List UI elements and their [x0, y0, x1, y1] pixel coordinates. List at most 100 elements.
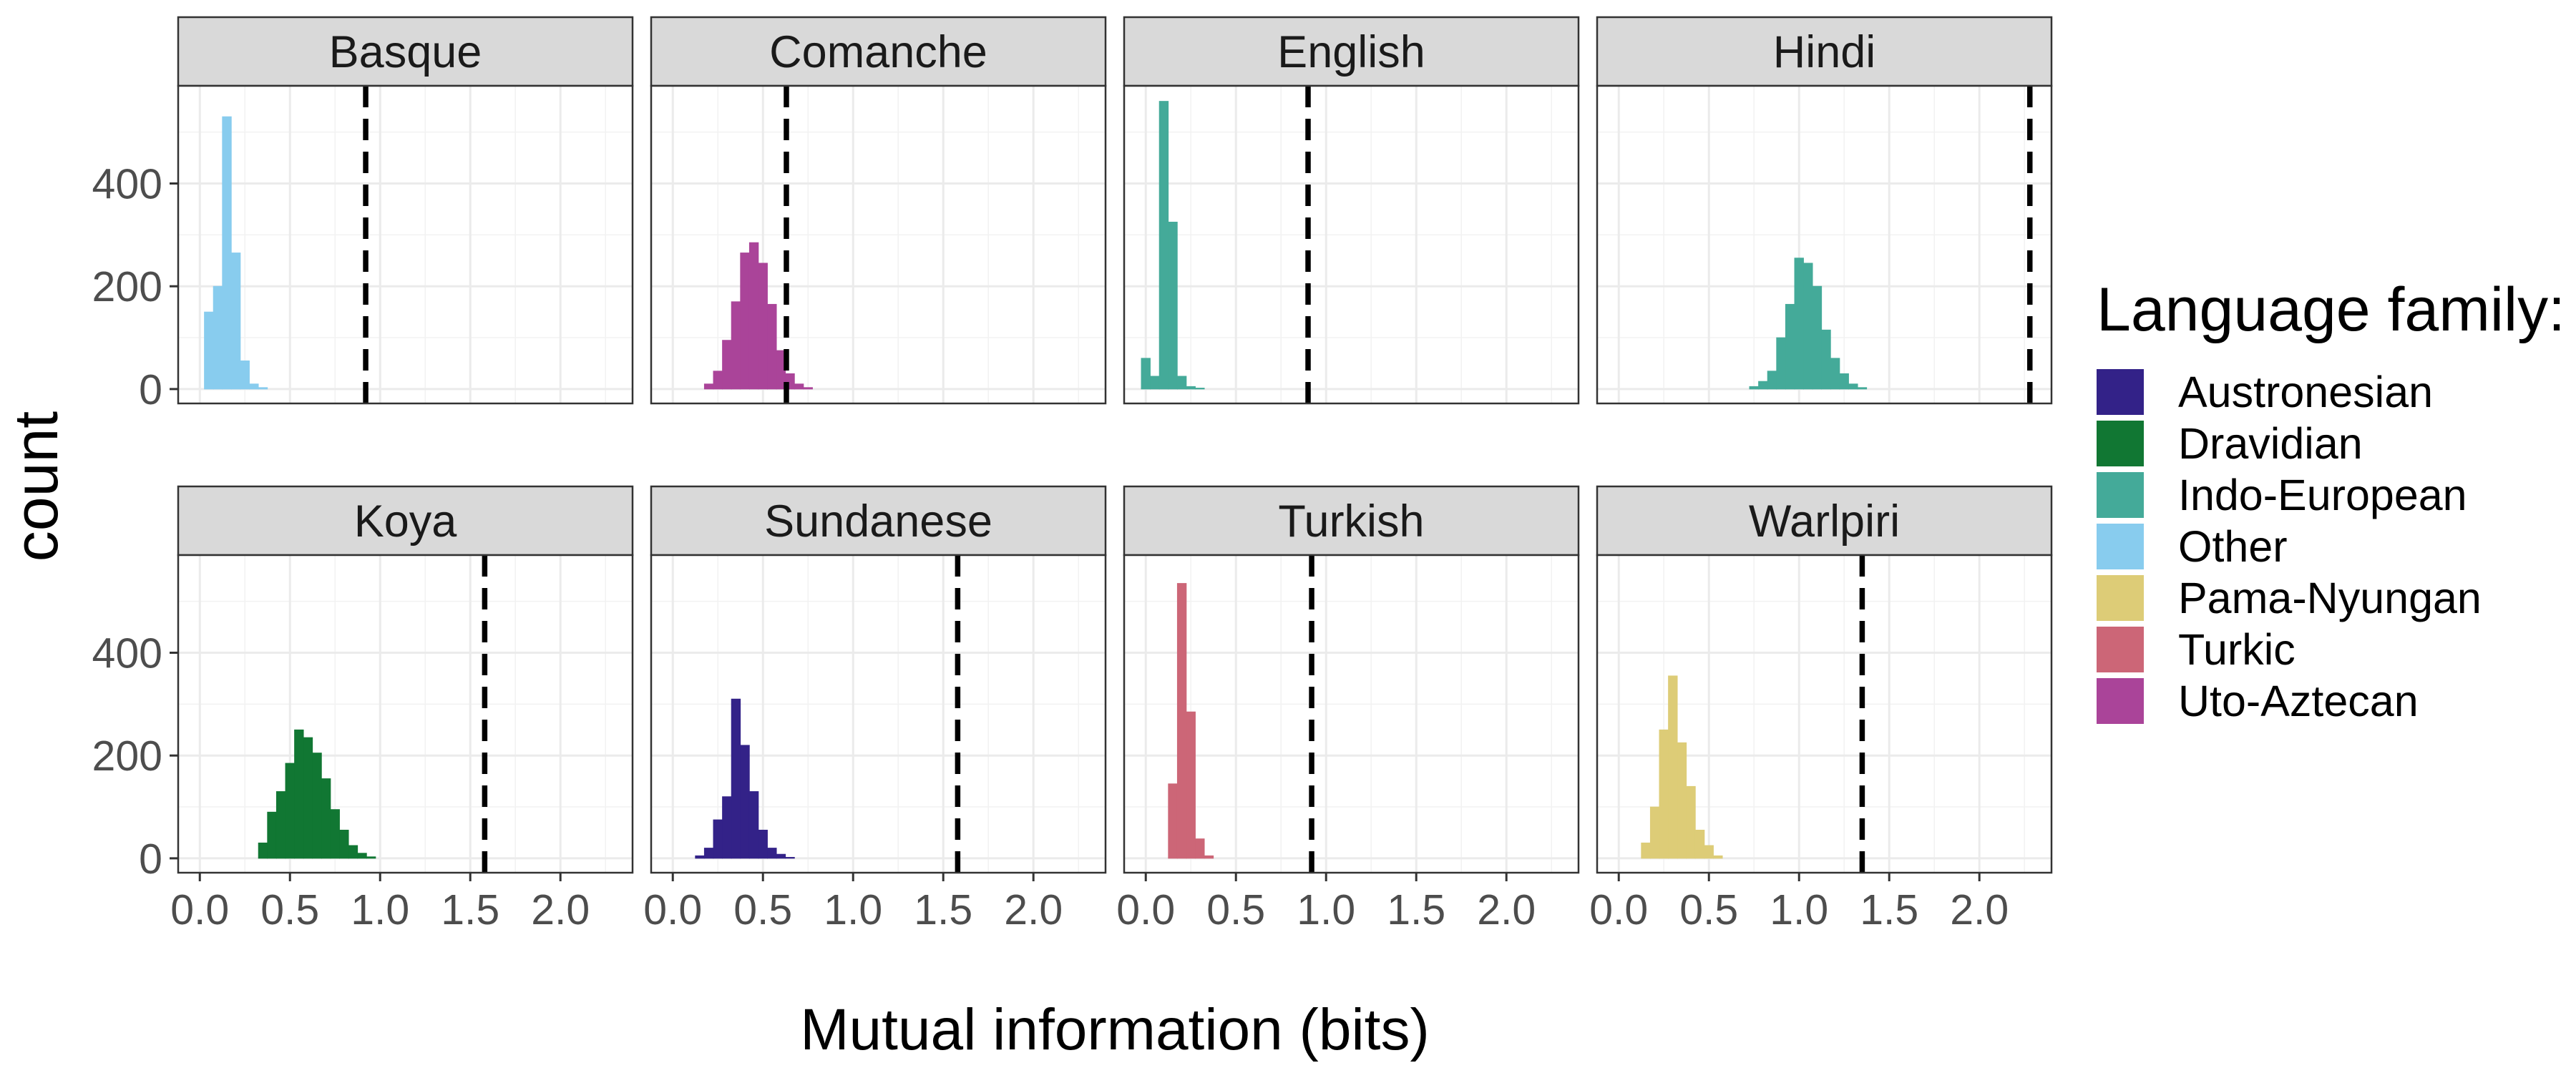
histogram-bar [1812, 285, 1823, 390]
facet-sundanese: Sundanese 0.0 0.5 1.0 1.5 2.0 [643, 485, 1107, 934]
x-tick-label: 1.5 [914, 886, 972, 934]
x-tick-label: 1.0 [1770, 886, 1828, 934]
histogram-bar [731, 698, 741, 859]
y-axis-label: count [2, 411, 71, 562]
histogram-bar [767, 848, 777, 859]
x-tick-label: 0.0 [1589, 886, 1648, 934]
legend-label: Dravidian [2178, 419, 2363, 468]
facet-strip [1596, 16, 2053, 87]
x-tick-label: 0.0 [1116, 886, 1175, 934]
legend-label: Austronesian [2178, 368, 2434, 416]
y-tick-label: 400 [92, 161, 162, 208]
x-tick-label: 2.0 [1950, 886, 2009, 934]
histogram-bar [1803, 263, 1813, 390]
histogram-bar [366, 856, 376, 859]
histogram-bar [1794, 258, 1804, 390]
histogram-bar [213, 285, 223, 390]
histogram-bar [1176, 376, 1187, 390]
x-tick-label: 2.0 [531, 886, 590, 934]
histogram-bar [703, 383, 714, 390]
y-tick-label: 0 [139, 836, 162, 883]
histogram-bar [731, 301, 741, 390]
histogram-bar [249, 383, 259, 390]
histogram-bar [703, 848, 714, 859]
x-tick-label: 1.5 [1387, 886, 1445, 934]
histogram-bar [230, 253, 241, 390]
facet-title: Basque [329, 27, 482, 77]
facet-title: Sundanese [764, 496, 992, 547]
legend: Language family: Austronesian Dravidian In… [2097, 279, 2565, 727]
x-tick-label: 0.5 [260, 886, 319, 934]
y-tick-label: 200 [92, 263, 162, 310]
panel-border [1123, 554, 1580, 874]
histogram-bar [722, 796, 732, 859]
histogram-bar [312, 753, 322, 859]
histogram-bar [1195, 838, 1205, 859]
legend-item: Other [2097, 521, 2565, 572]
histogram-bar [1821, 329, 1831, 390]
legend-label: Turkic [2178, 625, 2296, 674]
histogram-bar [330, 809, 340, 859]
facet-title: English [1277, 27, 1425, 77]
panel-border [650, 84, 1107, 405]
histogram-bar [339, 829, 349, 859]
histogram-bar [1767, 371, 1777, 390]
facet-english: English [1123, 16, 1580, 405]
legend-item: Pama-Nyungan [2097, 572, 2565, 624]
histogram-bar [1857, 387, 1868, 390]
panel-border [177, 84, 634, 405]
panel-border [650, 554, 1107, 874]
panel-border [1123, 84, 1580, 405]
histogram-bar [1141, 358, 1151, 390]
panel-border [1596, 84, 2053, 405]
x-tick-label: 0.0 [170, 886, 229, 934]
histogram-bar [758, 263, 768, 390]
panel-border [177, 554, 634, 874]
histogram-bar [1168, 783, 1178, 859]
x-tick-label: 2.0 [1004, 886, 1063, 934]
x-tick-label: 2.0 [1477, 886, 1536, 934]
legend-swatch [2097, 627, 2144, 672]
histogram-bar [722, 340, 732, 390]
facet-title: Koya [354, 496, 458, 547]
x-tick-label: 0.5 [1206, 886, 1265, 934]
histogram-bar [294, 729, 304, 859]
histogram-bar [1694, 829, 1705, 859]
histogram-bar [748, 791, 759, 859]
legend-swatch [2097, 524, 2144, 569]
histogram-bar [222, 116, 232, 390]
facet-title: Comanche [769, 27, 987, 77]
panel-background [1124, 555, 1579, 873]
histogram-bar [1649, 806, 1660, 859]
histogram-bar [776, 853, 786, 859]
histogram-bar [740, 253, 750, 390]
x-tick-label: 1.5 [441, 886, 499, 934]
histogram-bar [803, 387, 813, 390]
histogram-bar [303, 737, 313, 859]
facet-basque: Basque 0 200 400 [92, 16, 634, 413]
histogram-bar [713, 371, 723, 390]
panel-background [1124, 86, 1579, 403]
x-tick-label: 1.0 [1297, 886, 1355, 934]
histogram-bar [240, 360, 250, 390]
histogram-bar [1839, 373, 1849, 390]
histogram-bar [740, 745, 750, 859]
histogram-bar [758, 829, 768, 859]
histogram-bar [748, 242, 759, 390]
histogram-bar [767, 303, 777, 390]
histogram-bar [258, 842, 268, 859]
legend-swatch [2097, 421, 2144, 466]
histogram-bar [285, 763, 295, 859]
histogram-bar [275, 791, 286, 859]
histogram-bar [1150, 376, 1160, 390]
histogram-bar [357, 853, 367, 859]
histogram-bar [1848, 383, 1858, 390]
facet-turkish: Turkish 0.0 0.5 1.0 1.5 2.0 [1116, 485, 1580, 934]
facet-title: Hindi [1773, 27, 1876, 77]
histogram-bar [1641, 842, 1651, 859]
histogram-bar [1176, 583, 1187, 859]
legend-item: Turkic [2097, 624, 2565, 675]
legend-item: Austronesian [2097, 366, 2565, 418]
histogram-bar [1668, 675, 1678, 859]
